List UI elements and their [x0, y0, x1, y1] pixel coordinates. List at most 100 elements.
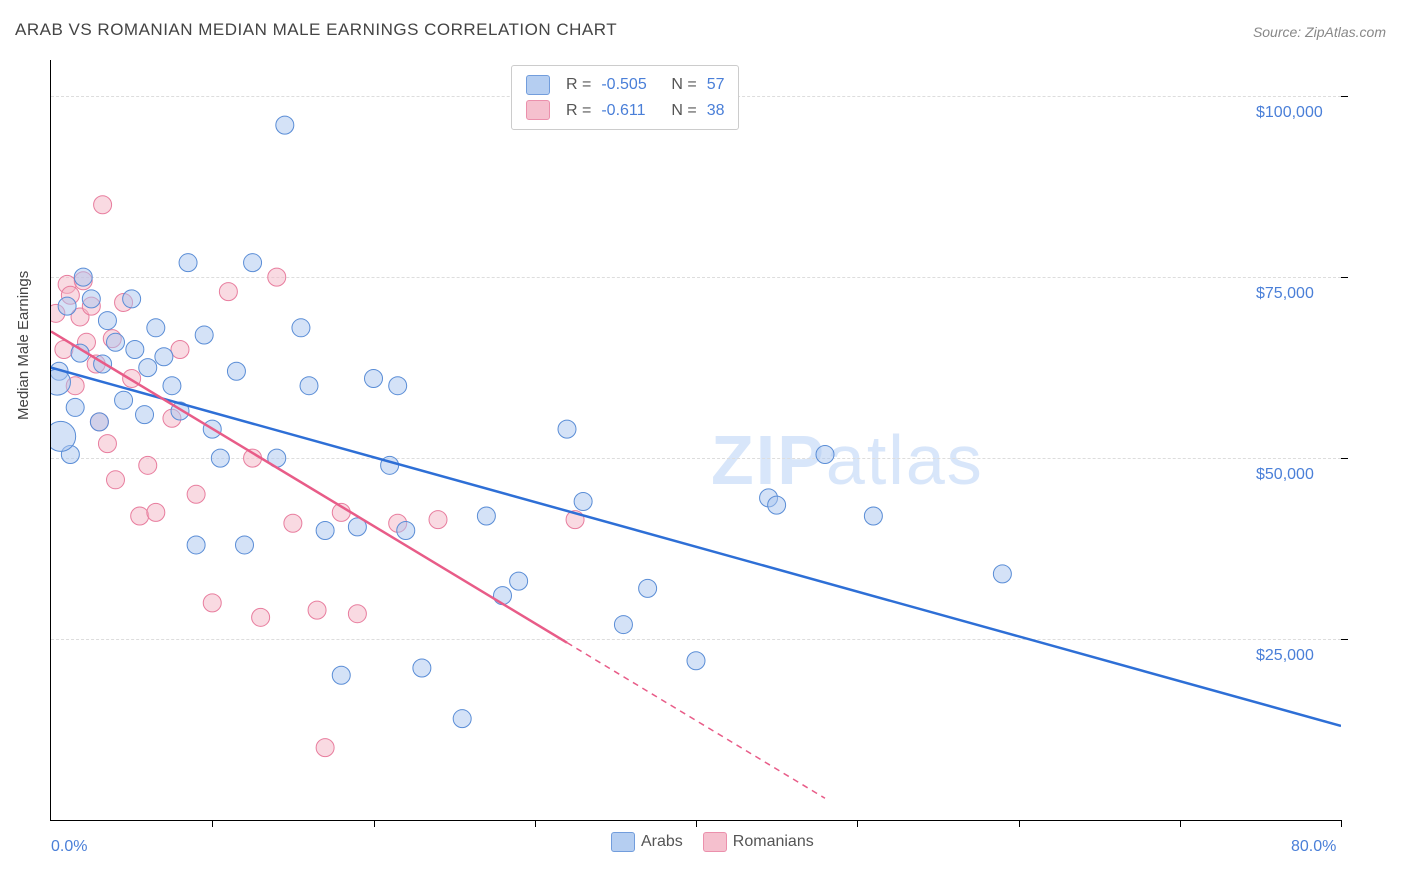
data-point [453, 710, 471, 728]
data-point [123, 290, 141, 308]
data-point [227, 362, 245, 380]
data-point [94, 196, 112, 214]
data-point [90, 413, 108, 431]
legend-label: Arabs [641, 833, 683, 850]
data-point [147, 503, 165, 521]
data-point [155, 348, 173, 366]
data-point [365, 369, 383, 387]
x-tick [374, 820, 375, 827]
data-point-large [51, 421, 76, 451]
data-point [477, 507, 495, 525]
data-point [300, 377, 318, 395]
stats-N-label: N = [671, 72, 696, 98]
data-point [510, 572, 528, 590]
data-point [494, 587, 512, 605]
data-point [284, 514, 302, 532]
chart-svg [51, 60, 1341, 820]
data-point [316, 739, 334, 757]
data-point [639, 579, 657, 597]
data-point [816, 445, 834, 463]
data-point [139, 359, 157, 377]
data-point [171, 341, 189, 359]
stats-box: R = -0.505 N = 57 R = -0.611 N = 38 [511, 65, 739, 130]
data-point [558, 420, 576, 438]
legend-swatch [526, 100, 550, 120]
chart-title: ARAB VS ROMANIAN MEDIAN MALE EARNINGS CO… [15, 20, 617, 40]
data-point [316, 521, 334, 539]
stats-N-value: 38 [707, 98, 725, 124]
data-point [66, 398, 84, 416]
data-point [429, 511, 447, 529]
data-point [993, 565, 1011, 583]
data-point [179, 254, 197, 272]
data-point [187, 536, 205, 554]
legend: Arabs Romanians [611, 832, 814, 852]
source-credit: Source: ZipAtlas.com [1253, 24, 1386, 40]
legend-swatch [611, 832, 635, 852]
data-point [58, 297, 76, 315]
stats-R-value: -0.505 [601, 72, 661, 98]
data-point [82, 290, 100, 308]
data-point [268, 268, 286, 286]
data-point [864, 507, 882, 525]
data-point [614, 616, 632, 634]
data-point [195, 326, 213, 344]
data-point [187, 485, 205, 503]
data-point [211, 449, 229, 467]
data-point [98, 435, 116, 453]
stats-R-value: -0.611 [601, 98, 661, 124]
stats-R-label: R = [566, 98, 591, 124]
x-tick [1341, 820, 1342, 827]
legend-label: Romanians [733, 833, 814, 850]
data-point [236, 536, 254, 554]
data-point [276, 116, 294, 134]
data-point [147, 319, 165, 337]
data-point [252, 608, 270, 626]
data-point [687, 652, 705, 670]
data-point [107, 333, 125, 351]
legend-item: Arabs [611, 832, 683, 852]
data-point [574, 493, 592, 511]
legend-item: Romanians [703, 832, 814, 852]
x-tick [696, 820, 697, 827]
data-point [292, 319, 310, 337]
stats-row: R = -0.505 N = 57 [526, 72, 724, 98]
x-tick [535, 820, 536, 827]
stats-row: R = -0.611 N = 38 [526, 98, 724, 124]
legend-swatch [703, 832, 727, 852]
stats-N-value: 57 [707, 72, 725, 98]
x-tick [857, 820, 858, 827]
data-point [308, 601, 326, 619]
data-point [131, 507, 149, 525]
data-point [389, 377, 407, 395]
data-point [413, 659, 431, 677]
y-tick [1341, 458, 1348, 459]
x-start-label: 0.0% [51, 838, 87, 856]
data-point [74, 268, 92, 286]
data-point [126, 341, 144, 359]
data-point [98, 312, 116, 330]
data-point [397, 521, 415, 539]
x-end-label: 80.0% [1291, 838, 1336, 856]
y-tick [1341, 639, 1348, 640]
data-point [163, 377, 181, 395]
stats-N-label: N = [671, 98, 696, 124]
y-tick [1341, 96, 1348, 97]
data-point [115, 391, 133, 409]
data-point [219, 283, 237, 301]
data-point [332, 666, 350, 684]
y-tick [1341, 277, 1348, 278]
x-tick [212, 820, 213, 827]
data-point [136, 406, 154, 424]
x-tick [1180, 820, 1181, 827]
stats-R-label: R = [566, 72, 591, 98]
data-point [244, 254, 262, 272]
data-point [203, 594, 221, 612]
plot-area: ZIPatlas $25,000$50,000$75,000$100,0000.… [50, 60, 1341, 821]
x-tick [1019, 820, 1020, 827]
data-point [768, 496, 786, 514]
legend-swatch [526, 75, 550, 95]
data-point [139, 456, 157, 474]
data-point [107, 471, 125, 489]
data-point [348, 605, 366, 623]
